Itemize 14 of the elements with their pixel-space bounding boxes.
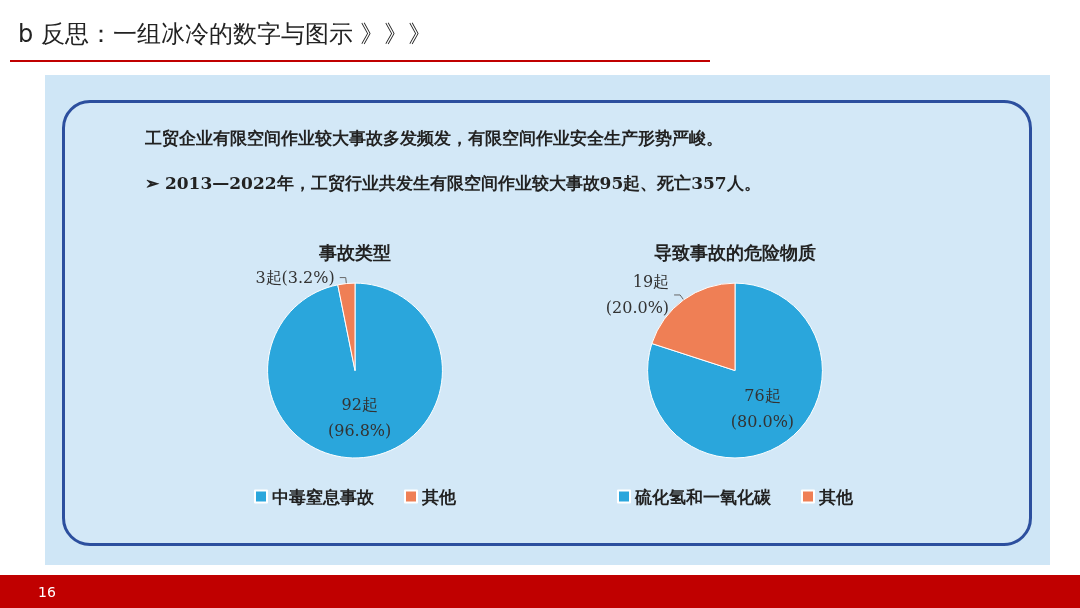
legend-label: 硫化氢和一氧化碳 — [634, 486, 772, 507]
data-label: 19起 (20.0%) — [605, 272, 670, 318]
legend-label: 其他 — [421, 486, 457, 507]
data-label: 92起 (96.8%) — [327, 394, 392, 440]
chart-title: 导致事故的危险物质 — [654, 241, 816, 263]
data-label: 76起 (80.0%) — [730, 385, 795, 431]
text: 16 — [38, 584, 56, 600]
text: b 反思：一组冰冷的数字与图示 》》》 — [18, 19, 433, 50]
chart-title: 事故类型 — [318, 241, 391, 263]
text: 工贸企业有限空间作业较大事故多发频发，有限空间作业安全生产形势严峻。 — [145, 127, 723, 150]
data-label: 3起(3.2%) — [255, 268, 335, 288]
legend-label: 其他 — [818, 486, 854, 507]
text: ➢ 2013—2022年，工贸行业共发生有限空间作业较大事故95起、死亡357人。 — [145, 172, 761, 195]
legend-label: 中毒窒息事故 — [272, 486, 375, 507]
